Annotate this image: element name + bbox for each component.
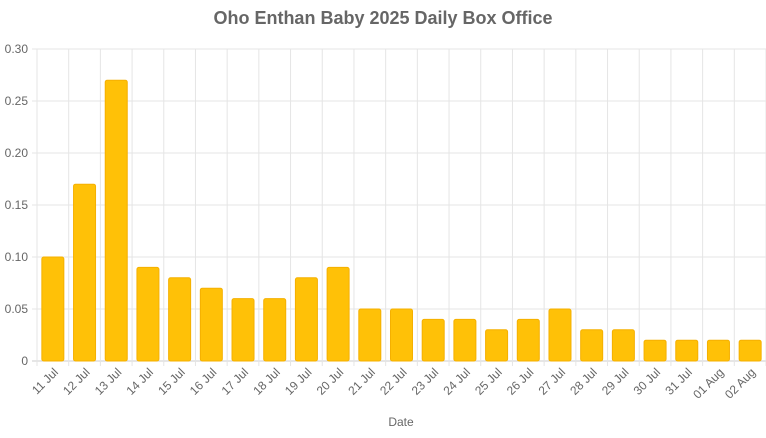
- bar: [706, 339, 730, 362]
- x-tick-label: 23 Jul: [409, 365, 442, 398]
- y-tick-label: 0.20: [5, 146, 29, 160]
- bar: [168, 277, 192, 362]
- y-tick-label: 0.10: [5, 250, 29, 264]
- chart-title: Oho Enthan Baby 2025 Daily Box Office: [213, 8, 552, 28]
- x-axis-label: Date: [388, 415, 414, 429]
- x-tick-label: 17 Jul: [219, 365, 252, 398]
- x-tick-label: 16 Jul: [187, 365, 220, 398]
- x-tick-label: 01 Aug: [690, 365, 726, 401]
- x-tick-label: 31 Jul: [662, 365, 695, 398]
- y-tick-label: 0: [21, 354, 28, 368]
- bar: [294, 277, 318, 362]
- bar: [485, 329, 509, 362]
- bar: [516, 318, 540, 362]
- bar: [421, 318, 445, 362]
- x-tick-label: 28 Jul: [567, 365, 600, 398]
- x-tick-label: 27 Jul: [536, 365, 569, 398]
- bar: [231, 298, 255, 362]
- bar: [73, 183, 97, 362]
- x-tick-label: 12 Jul: [60, 365, 93, 398]
- x-tick-label: 13 Jul: [92, 365, 125, 398]
- y-tick-label: 0.30: [5, 42, 29, 56]
- x-tick-label: 11 Jul: [29, 365, 61, 397]
- x-tick-label: 15 Jul: [155, 365, 188, 398]
- x-tick-label: 25 Jul: [472, 365, 505, 398]
- bar: [675, 339, 699, 362]
- x-tick-label: 30 Jul: [631, 365, 664, 398]
- bar: [548, 308, 572, 362]
- bar: [643, 339, 667, 362]
- bar: [738, 339, 762, 362]
- x-tick-label: 22 Jul: [377, 365, 410, 398]
- bar: [104, 79, 128, 362]
- x-tick-label: 21 Jul: [345, 365, 378, 398]
- bar: [41, 256, 65, 362]
- y-tick-label: 0.05: [5, 302, 29, 316]
- bar: [326, 266, 350, 362]
- bar: [390, 308, 413, 362]
- y-tick-label: 0.15: [5, 198, 29, 212]
- bar: [263, 298, 287, 362]
- bar: [136, 266, 160, 362]
- x-tick-label: 26 Jul: [504, 365, 537, 398]
- bar: [611, 329, 635, 362]
- x-tick-label: 19 Jul: [282, 365, 315, 398]
- x-tick-label: 02 Aug: [722, 365, 758, 401]
- bar: [199, 287, 223, 362]
- x-tick-label: 20 Jul: [314, 365, 347, 398]
- x-tick-label: 29 Jul: [599, 365, 632, 398]
- x-tick-label: 14 Jul: [124, 365, 157, 398]
- y-tick-label: 0.25: [5, 94, 29, 108]
- bar: [453, 318, 477, 362]
- bar: [580, 329, 604, 362]
- x-tick-label: 24 Jul: [440, 365, 473, 398]
- bar: [358, 308, 382, 362]
- x-tick-label: 18 Jul: [250, 365, 283, 398]
